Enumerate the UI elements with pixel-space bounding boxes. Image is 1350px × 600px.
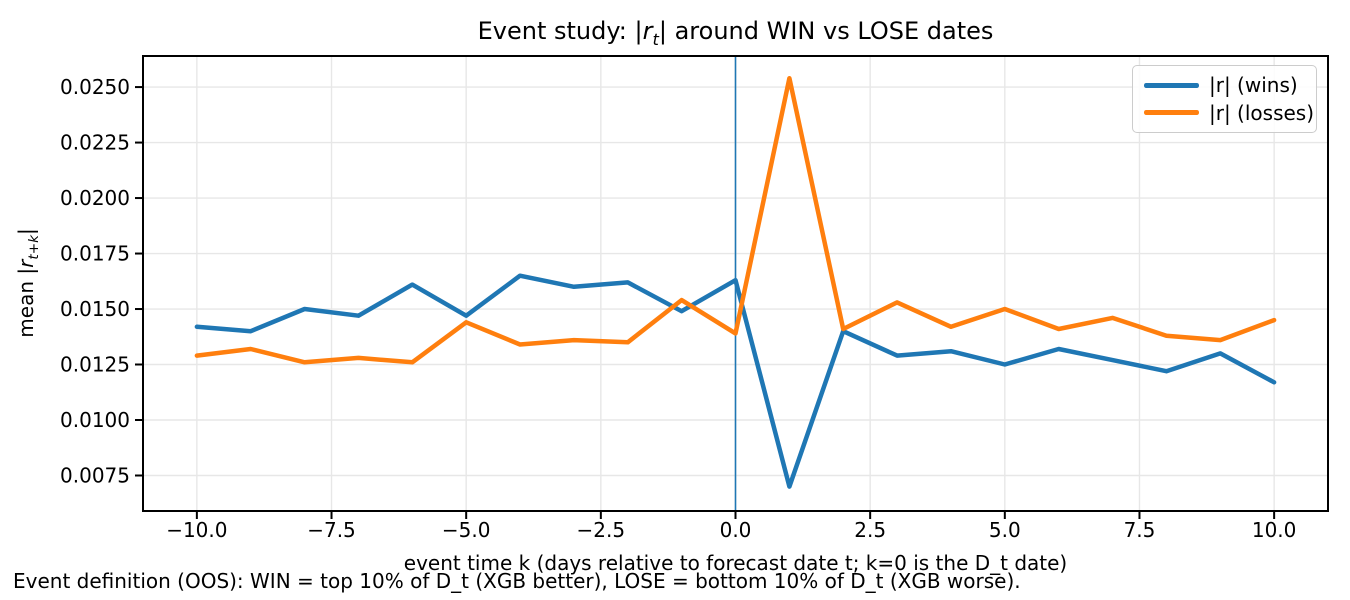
- y-tick-label: 0.0100: [60, 408, 130, 432]
- legend-label-wins: |r| (wins): [1209, 73, 1298, 98]
- losses-line: [194, 75, 1277, 365]
- x-tick-label: 2.5: [854, 518, 886, 542]
- y-tick-label: 0.0175: [60, 242, 130, 266]
- x-tick-label: 10.0: [1252, 518, 1297, 542]
- losses-line-sample: [1144, 110, 1199, 115]
- axes-ticks: −10.0 −7.5 −5.0 −2.5 0.0 2.5 5.0 7.5 10.0 0.0075 0…: [60, 55, 1329, 542]
- x-tick-label: 7.5: [1124, 518, 1156, 542]
- x-tick-label: 0.0: [720, 518, 752, 542]
- x-tick-label: −2.5: [577, 518, 626, 542]
- title-text-suffix: | around WIN vs LOSE dates: [658, 17, 994, 45]
- wins-line-sample: [1144, 83, 1199, 88]
- y-tick-label: 0.0225: [60, 131, 130, 155]
- chart-title: Event study: |rt| around WIN vs LOSE dat…: [143, 18, 1328, 49]
- ylabel-text: mean |: [14, 267, 39, 338]
- title-math-r: r: [642, 17, 653, 45]
- x-tick-label: −5.0: [442, 518, 491, 542]
- x-tick-label: −10.0: [166, 518, 227, 542]
- x-axis-label: event time k (days relative to forecast …: [403, 551, 1068, 575]
- title-math-sub: t: [652, 29, 659, 49]
- title-text: Event study: |: [477, 17, 643, 45]
- y-tick-label: 0.0125: [60, 353, 130, 377]
- y-tick-label: 0.0250: [60, 75, 130, 99]
- series-lines: [194, 75, 1277, 489]
- x-tick-label: 5.0: [989, 518, 1021, 542]
- wins-line: [194, 273, 1277, 489]
- legend-item-wins: |r| (wins): [1144, 75, 1305, 95]
- y-tick-label: 0.0150: [60, 297, 130, 321]
- ylabel-math-r: r: [14, 259, 39, 268]
- legend: |r| (wins) |r| (losses): [1132, 65, 1317, 133]
- ylabel-math-sub: t+k: [26, 235, 43, 260]
- ylabel-text-suffix: |: [14, 228, 39, 236]
- y-tick-label: 0.0200: [60, 186, 130, 210]
- legend-label-losses: |r| (losses): [1209, 100, 1315, 125]
- x-tick-label: −7.5: [307, 518, 356, 542]
- event-definition-caption: Event definition (OOS): WIN = top 10% of…: [13, 569, 1021, 593]
- y-tick-label: 0.0075: [60, 463, 130, 487]
- legend-item-losses: |r| (losses): [1144, 103, 1314, 123]
- y-axis-label: mean |rt+k|: [14, 228, 43, 338]
- plot-border: [142, 55, 1329, 512]
